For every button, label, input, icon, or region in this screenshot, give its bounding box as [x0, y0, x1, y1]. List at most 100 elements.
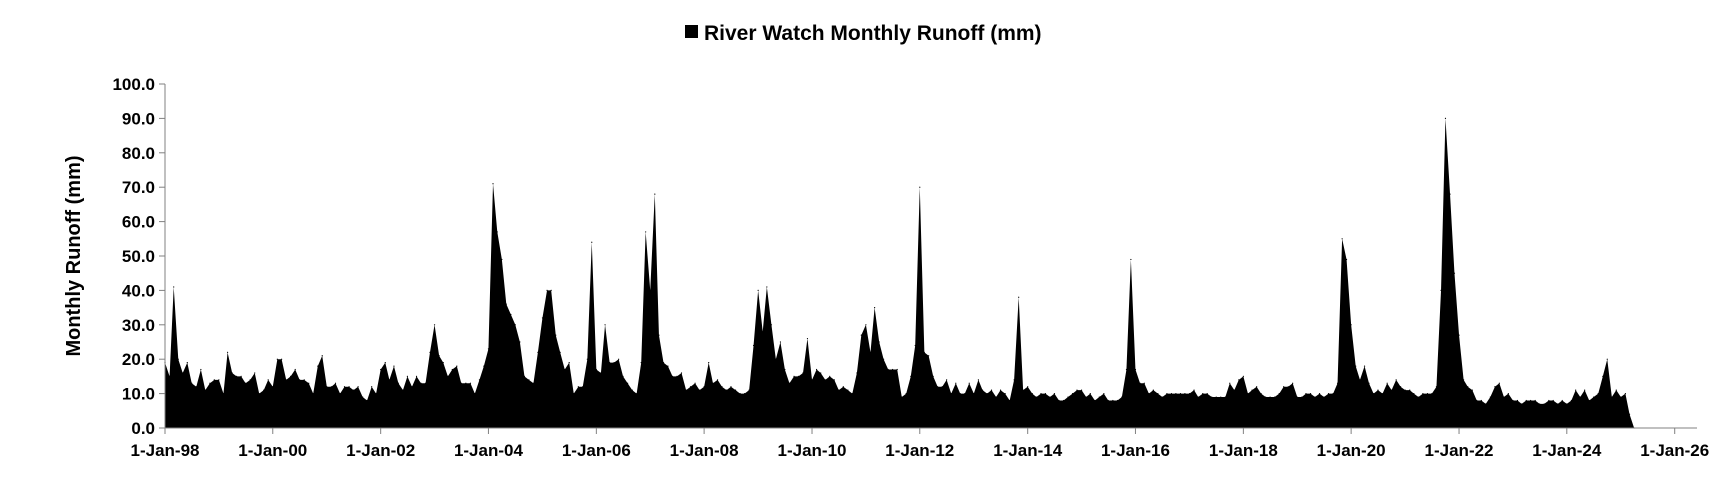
data-point: [708, 362, 710, 364]
data-point: [1287, 386, 1289, 388]
data-point: [1260, 393, 1262, 395]
data-point: [878, 341, 880, 343]
data-point: [191, 382, 193, 384]
data-point: [272, 386, 274, 388]
data-point: [586, 358, 588, 360]
data-point: [1620, 396, 1622, 398]
data-point: [1552, 399, 1554, 402]
y-axis-title: Monthly Runoff (mm): [63, 155, 85, 356]
x-tick-label: 1-Jan-24: [1532, 441, 1602, 460]
data-point: [941, 386, 943, 388]
data-point: [1233, 389, 1235, 391]
data-point: [1238, 379, 1240, 381]
data-point: [1062, 399, 1065, 402]
data-point: [829, 375, 831, 377]
data-point: [1588, 399, 1590, 402]
data-point: [600, 372, 602, 374]
data-point: [371, 386, 373, 388]
data-point: [883, 358, 885, 360]
y-tick-label: 60.0: [122, 213, 155, 232]
data-point: [928, 355, 930, 357]
x-tick-label: 1-Jan-10: [778, 441, 847, 460]
data-point: [465, 382, 467, 384]
data-point: [550, 289, 552, 291]
data-point: [811, 379, 813, 381]
data-point: [555, 334, 557, 336]
data-point: [860, 334, 862, 336]
data-point: [1543, 403, 1545, 405]
data-point: [226, 351, 229, 353]
data-point: [568, 362, 570, 364]
data-point: [541, 317, 544, 319]
data-point: [559, 351, 561, 353]
data-point: [1044, 393, 1047, 395]
data-point: [281, 358, 283, 360]
data-point: [339, 393, 341, 395]
data-point: [1409, 389, 1411, 391]
x-tick-label: 1-Jan-16: [1101, 441, 1170, 460]
data-point: [343, 386, 346, 388]
data-point: [1575, 389, 1577, 391]
data-point: [303, 379, 305, 381]
data-point: [950, 393, 952, 395]
x-tick-label: 1-Jan-12: [885, 441, 954, 460]
data-point: [1521, 403, 1523, 405]
data-point: [1080, 389, 1083, 391]
data-point: [667, 365, 669, 367]
data-point: [806, 337, 809, 340]
data-point: [1179, 393, 1182, 395]
data-point: [1175, 393, 1177, 395]
data-point: [1539, 403, 1541, 405]
data-point: [582, 386, 584, 388]
data-point: [914, 344, 916, 347]
data-point: [1121, 396, 1123, 398]
data-point: [1305, 393, 1307, 395]
data-point: [1278, 393, 1280, 395]
data-point: [1628, 413, 1631, 415]
data-point: [209, 382, 211, 384]
data-point: [236, 375, 238, 377]
data-point: [1085, 396, 1087, 398]
data-point: [1292, 382, 1294, 384]
data-point: [1067, 396, 1069, 398]
data-point: [173, 286, 175, 288]
data-point: [1229, 382, 1231, 384]
data-point: [1345, 258, 1348, 261]
data-point: [901, 396, 903, 398]
data-point: [510, 313, 512, 316]
data-point: [1269, 396, 1271, 398]
data-point: [402, 389, 404, 391]
data-point: [734, 389, 737, 391]
data-point: [245, 382, 247, 384]
data-point: [640, 362, 642, 364]
data-point: [1009, 399, 1011, 402]
data-point: [478, 379, 481, 381]
x-tick-label: 1-Jan-18: [1209, 441, 1278, 460]
data-point: [1624, 393, 1626, 395]
data-point: [910, 375, 912, 377]
data-point: [743, 393, 746, 395]
data-point: [955, 382, 957, 384]
data-point: [1471, 389, 1473, 391]
data-point: [1476, 399, 1478, 402]
data-point: [856, 372, 858, 374]
y-tick-label: 50.0: [122, 247, 155, 266]
data-point: [977, 379, 979, 381]
data-point: [937, 386, 939, 388]
data-point: [290, 375, 292, 377]
data-point: [352, 389, 355, 391]
data-point: [308, 382, 310, 384]
data-point: [923, 351, 925, 353]
data-point: [1399, 386, 1402, 388]
data-point: [981, 389, 984, 391]
data-point: [892, 368, 894, 371]
data-point: [1534, 399, 1536, 402]
y-tick-label: 10.0: [122, 385, 155, 404]
data-point: [1004, 393, 1006, 395]
data-point: [730, 386, 732, 388]
data-point: [1215, 396, 1217, 398]
data-point: [267, 379, 269, 381]
data-point: [312, 393, 314, 395]
data-point: [456, 365, 458, 367]
data-point: [1125, 368, 1128, 371]
